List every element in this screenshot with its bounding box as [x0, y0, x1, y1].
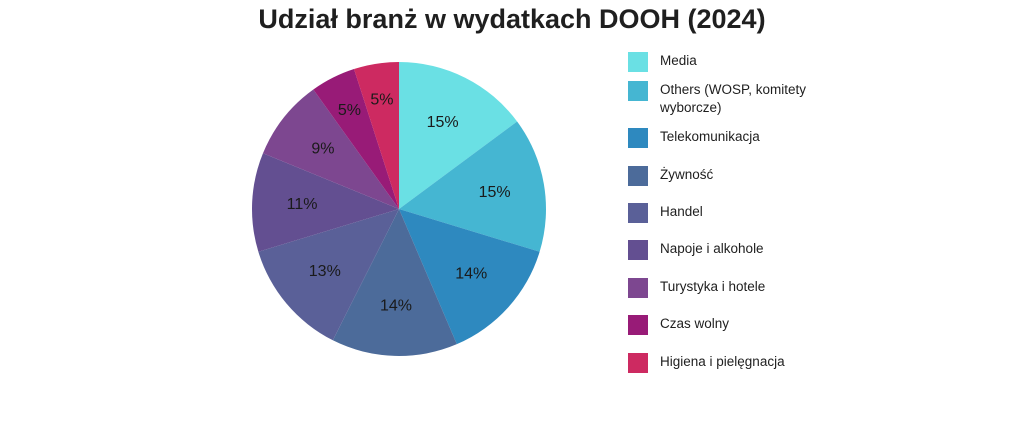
legend-swatch — [628, 128, 648, 148]
legend-label: Napoje i alkohole — [660, 241, 764, 256]
legend-label: Media — [660, 53, 697, 68]
pie-slice-2 — [399, 209, 540, 345]
slice-data-label-4: 13% — [309, 263, 341, 280]
slice-data-label-2: 14% — [455, 265, 487, 282]
pie-slice-8 — [354, 62, 399, 209]
legend-item-5: Napoje i alkohole — [628, 240, 830, 260]
legend-label: Żywność — [660, 167, 714, 182]
legend-label: Turystyka i hotele — [660, 279, 766, 294]
legend-label: Others (WOSP, komitety wyborcze) — [660, 82, 807, 115]
pie-slice-1 — [399, 121, 546, 252]
legend-item-4: Handel — [628, 203, 830, 223]
legend-swatch — [628, 81, 648, 101]
legend-item-7: Czas wolny — [628, 315, 830, 335]
slice-data-label-7: 5% — [338, 102, 361, 119]
legend-item-1: Others (WOSP, komitety wyborcze) — [628, 81, 830, 117]
legend-swatch — [628, 166, 648, 186]
slice-data-label-1: 15% — [479, 184, 511, 201]
legend-swatch — [628, 240, 648, 260]
legend-item-2: Telekomunikacja — [628, 128, 830, 148]
slice-data-label-8: 5% — [370, 92, 393, 109]
legend-swatch — [628, 353, 648, 373]
legend-swatch — [628, 203, 648, 223]
legend-label: Czas wolny — [660, 316, 730, 331]
slice-data-label-6: 9% — [311, 140, 334, 157]
pie-slice-0 — [399, 62, 518, 209]
legend-item-0: Media — [628, 52, 830, 72]
legend-item-6: Turystyka i hotele — [628, 278, 830, 298]
slice-data-label-3: 14% — [380, 297, 412, 314]
pie-slice-5 — [252, 153, 399, 252]
pie-slice-6 — [262, 89, 399, 209]
slice-data-label-0: 15% — [427, 114, 459, 131]
slice-data-label-5: 11% — [287, 196, 318, 213]
chart-title: Udział branż w wydatkach DOOH (2024) — [258, 4, 766, 34]
legend-label: Handel — [660, 204, 703, 219]
pie-slice-7 — [313, 69, 399, 209]
legend-label: Telekomunikacja — [660, 129, 760, 144]
legend-item-3: Żywność — [628, 166, 830, 186]
legend-swatch — [628, 52, 648, 72]
legend-swatch — [628, 278, 648, 298]
pie-slice-3 — [332, 209, 457, 356]
legend-item-8: Higiena i pielęgnacja — [628, 353, 830, 373]
pie-slice-4 — [258, 209, 399, 341]
legend-swatch — [628, 315, 648, 335]
legend-label: Higiena i pielęgnacja — [660, 354, 785, 369]
